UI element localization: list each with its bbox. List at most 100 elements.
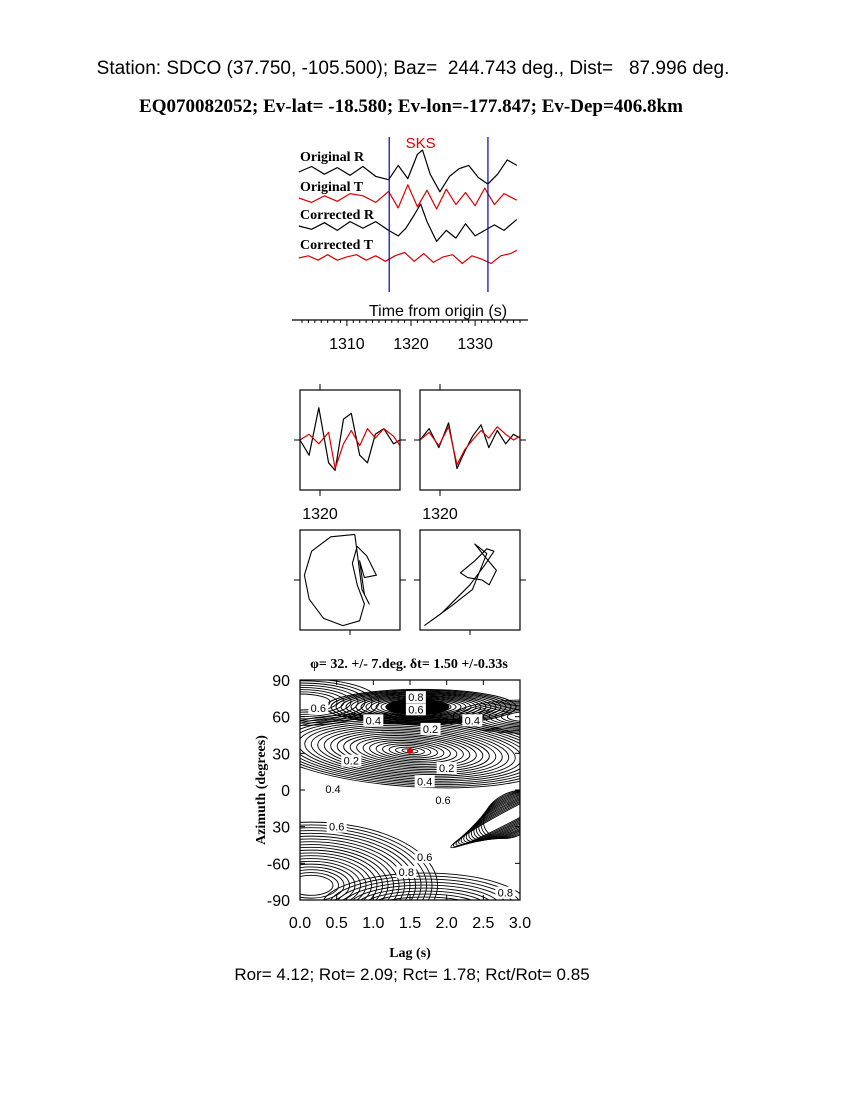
contour	[349, 735, 471, 767]
contour	[458, 700, 520, 733]
contour	[411, 899, 438, 900]
contour	[310, 725, 510, 777]
contour	[300, 693, 331, 711]
contour	[300, 691, 338, 713]
particle-motion-frame	[419, 529, 521, 631]
trace-corrected-r	[298, 203, 518, 242]
contour	[382, 743, 438, 759]
contour	[478, 789, 520, 840]
contour	[300, 872, 339, 899]
contour	[464, 702, 520, 732]
error-surface-title: φ= 32. +/- 7.deg. δt= 1.50 +/-0.33s	[310, 657, 508, 672]
contour	[458, 784, 520, 845]
contour	[359, 887, 490, 900]
contour	[300, 855, 372, 900]
contour	[300, 689, 345, 715]
y-tick-label: 60	[272, 710, 290, 727]
error-surface-y-axis-label: Azimuth (degrees)	[254, 735, 269, 845]
contour-label-bg	[436, 762, 457, 774]
contour	[300, 846, 389, 900]
trace-corrected-t	[298, 249, 518, 265]
x-tick-label: 1.0	[362, 915, 384, 932]
contour	[300, 680, 380, 726]
contour-label-bg	[308, 702, 329, 715]
best-fit-marker	[407, 747, 413, 754]
contour	[300, 716, 520, 785]
contour-label-bg	[462, 714, 483, 727]
contour	[300, 874, 334, 896]
contour-label: 0.4	[417, 776, 432, 788]
particle-motion-corrected	[414, 529, 526, 635]
overlay-trace-t	[419, 426, 521, 466]
contour	[300, 841, 400, 900]
contour-label-bg	[405, 703, 426, 716]
contour	[506, 711, 520, 722]
contour	[300, 680, 373, 724]
waveform-overlay-original: 1320	[294, 384, 406, 523]
contour	[317, 726, 503, 775]
contour	[452, 781, 520, 847]
x-tick-label: 1330	[457, 336, 493, 353]
contour	[336, 731, 484, 771]
contour	[300, 849, 383, 900]
trace-label: Corrected R	[300, 208, 375, 223]
particle-motion-frame	[299, 529, 401, 631]
contour	[482, 706, 520, 728]
y-tick-label: 30	[272, 820, 290, 837]
contour	[300, 721, 520, 780]
contour	[300, 718, 520, 784]
contour	[483, 790, 520, 839]
x-tick-label: 2.0	[436, 915, 458, 932]
contour-label: 0.6	[329, 822, 344, 834]
contour-label: 0.4	[366, 715, 381, 727]
contour	[330, 875, 520, 900]
x-tick-label: 0.0	[289, 915, 311, 932]
contour	[300, 713, 520, 789]
contour	[388, 745, 432, 757]
contour	[322, 872, 520, 900]
contour	[362, 738, 458, 764]
contour-label: 0.6	[311, 703, 326, 715]
contour-label-bg	[405, 691, 426, 704]
contour-label-bg	[323, 782, 343, 795]
correlation-stats: Ror= 4.12; Rot= 2.09; Rct= 1.78; Rct/Rot…	[234, 965, 590, 984]
y-tick-label: 0	[281, 783, 290, 800]
error-surface-x-axis-label: Lag (s)	[389, 946, 431, 961]
x-tick-label: 1310	[329, 336, 365, 353]
contour	[300, 860, 361, 900]
contour-label-bg	[414, 851, 435, 864]
contour	[376, 893, 473, 900]
contour	[375, 741, 445, 761]
overlay-trace-r	[299, 407, 401, 471]
contour	[500, 710, 520, 724]
contour-label-bg	[414, 775, 435, 788]
contour	[344, 881, 505, 900]
contour-label-bg	[326, 820, 347, 833]
overlay-tick-label: 1320	[422, 506, 458, 523]
event-info: EQ070082052; Ev-lat= -18.580; Ev-lon=-17…	[139, 96, 683, 117]
contour	[300, 838, 405, 900]
contour-label-bg	[433, 793, 453, 806]
contour-label: 0.4	[325, 784, 340, 796]
contour	[463, 786, 520, 843]
contour-label: 0.4	[465, 715, 480, 727]
trace-label: Original T	[300, 180, 364, 195]
contour	[300, 686, 352, 718]
waveform-overlay-corrected: 1320	[414, 384, 526, 523]
contour	[388, 896, 462, 900]
seismogram-x-axis-label: Time from origin (s)	[369, 303, 507, 320]
trace-label: Corrected T	[300, 238, 374, 253]
contour	[395, 746, 425, 756]
trace-original-t	[298, 184, 518, 210]
trace-original-r	[298, 149, 518, 193]
contour-label: 0.6	[417, 852, 432, 864]
contour	[300, 682, 366, 722]
contour-label-bg	[341, 754, 362, 767]
contour	[494, 708, 520, 725]
contour	[337, 878, 512, 900]
sks-phase-label: SKS	[406, 135, 436, 152]
overlay-trace-t	[299, 428, 401, 470]
y-tick-label: 90	[272, 673, 290, 690]
contour	[473, 788, 520, 840]
